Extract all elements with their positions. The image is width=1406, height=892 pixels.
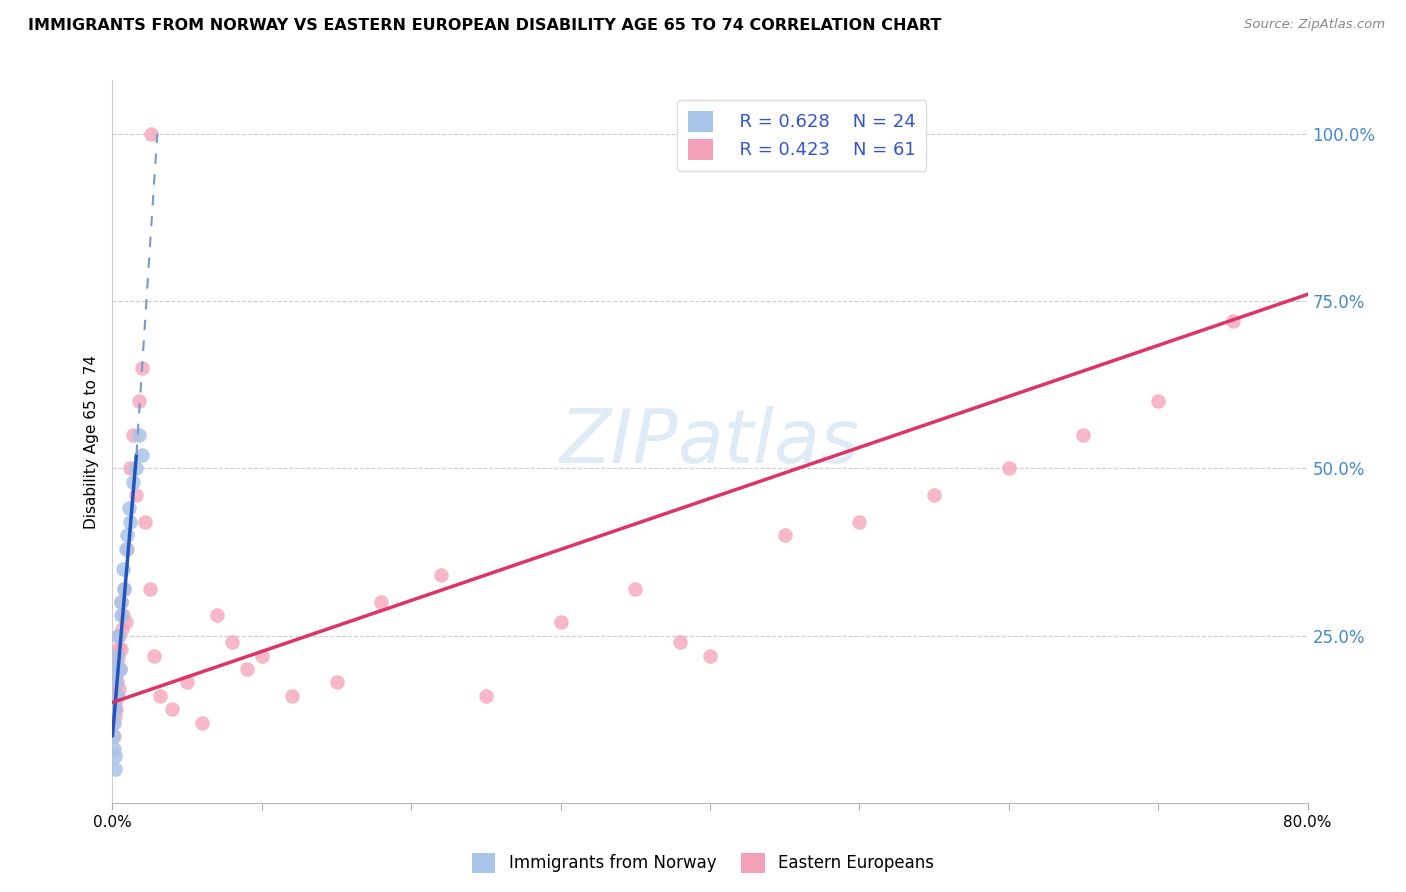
Y-axis label: Disability Age 65 to 74: Disability Age 65 to 74	[83, 354, 98, 529]
Point	[104, 749, 127, 764]
Point	[236, 662, 259, 676]
Point	[103, 742, 125, 756]
Point	[104, 696, 127, 710]
Point	[176, 675, 198, 690]
Point	[115, 615, 138, 630]
Point	[122, 475, 145, 489]
Point	[107, 689, 129, 703]
Point	[699, 648, 721, 663]
Point	[107, 662, 129, 676]
Point	[205, 608, 228, 623]
Point	[281, 689, 304, 703]
Point	[122, 427, 145, 442]
Text: IMMIGRANTS FROM NORWAY VS EASTERN EUROPEAN DISABILITY AGE 65 TO 74 CORRELATION C: IMMIGRANTS FROM NORWAY VS EASTERN EUROPE…	[28, 18, 942, 33]
Point	[114, 582, 135, 596]
Point	[105, 689, 128, 703]
Point	[104, 702, 127, 716]
Point	[103, 729, 125, 743]
Point	[107, 642, 129, 657]
Point	[162, 702, 183, 716]
Point	[111, 562, 134, 576]
Point	[998, 461, 1021, 475]
Point	[105, 675, 128, 690]
Point	[139, 582, 162, 596]
Point	[221, 635, 243, 649]
Point	[103, 708, 125, 723]
Point	[669, 635, 692, 649]
Point	[110, 642, 132, 657]
Point	[108, 662, 131, 676]
Point	[107, 648, 129, 663]
Point	[120, 461, 142, 475]
Legend:   R = 0.628    N = 24,   R = 0.423    N = 61: R = 0.628 N = 24, R = 0.423 N = 61	[678, 100, 927, 170]
Point	[104, 648, 127, 663]
Point	[107, 628, 129, 642]
Point	[143, 648, 166, 663]
Point	[117, 541, 139, 556]
Point	[104, 662, 127, 676]
Text: ZIPatlas: ZIPatlas	[560, 406, 860, 477]
Point	[114, 582, 135, 596]
Point	[108, 662, 131, 676]
Point	[118, 501, 141, 516]
Point	[370, 595, 392, 609]
Point	[111, 608, 134, 623]
Point	[125, 461, 148, 475]
Point	[1073, 427, 1095, 442]
Point	[848, 515, 870, 529]
Point	[108, 628, 131, 642]
Point	[105, 675, 128, 690]
Point	[105, 648, 128, 663]
Point	[103, 729, 125, 743]
Point	[128, 427, 150, 442]
Point	[325, 675, 347, 690]
Point	[550, 615, 572, 630]
Point	[191, 715, 214, 730]
Point	[105, 702, 128, 716]
Point	[110, 608, 132, 623]
Legend: Immigrants from Norway, Eastern Europeans: Immigrants from Norway, Eastern European…	[465, 847, 941, 880]
Point	[107, 681, 129, 696]
Point	[773, 528, 796, 542]
Point	[110, 595, 132, 609]
Text: Source: ZipAtlas.com: Source: ZipAtlas.com	[1244, 18, 1385, 31]
Point	[125, 488, 148, 502]
Point	[103, 702, 125, 716]
Point	[103, 715, 125, 730]
Point	[475, 689, 498, 703]
Point	[430, 568, 453, 582]
Point	[103, 689, 125, 703]
Point	[922, 488, 945, 502]
Point	[120, 515, 142, 529]
Point	[104, 675, 127, 690]
Point	[134, 515, 156, 529]
Point	[115, 541, 138, 556]
Point	[131, 448, 153, 462]
Point	[104, 681, 127, 696]
Point	[250, 648, 273, 663]
Point	[117, 528, 139, 542]
Point	[111, 622, 134, 636]
Point	[131, 361, 153, 376]
Point	[141, 127, 163, 141]
Point	[128, 394, 150, 409]
Point	[624, 582, 647, 596]
Point	[1222, 314, 1244, 328]
Point	[105, 655, 128, 669]
Point	[104, 662, 127, 676]
Point	[103, 715, 125, 730]
Point	[1147, 394, 1170, 409]
Point	[104, 762, 127, 776]
Point	[149, 689, 172, 703]
Point	[110, 595, 132, 609]
Point	[105, 669, 128, 683]
